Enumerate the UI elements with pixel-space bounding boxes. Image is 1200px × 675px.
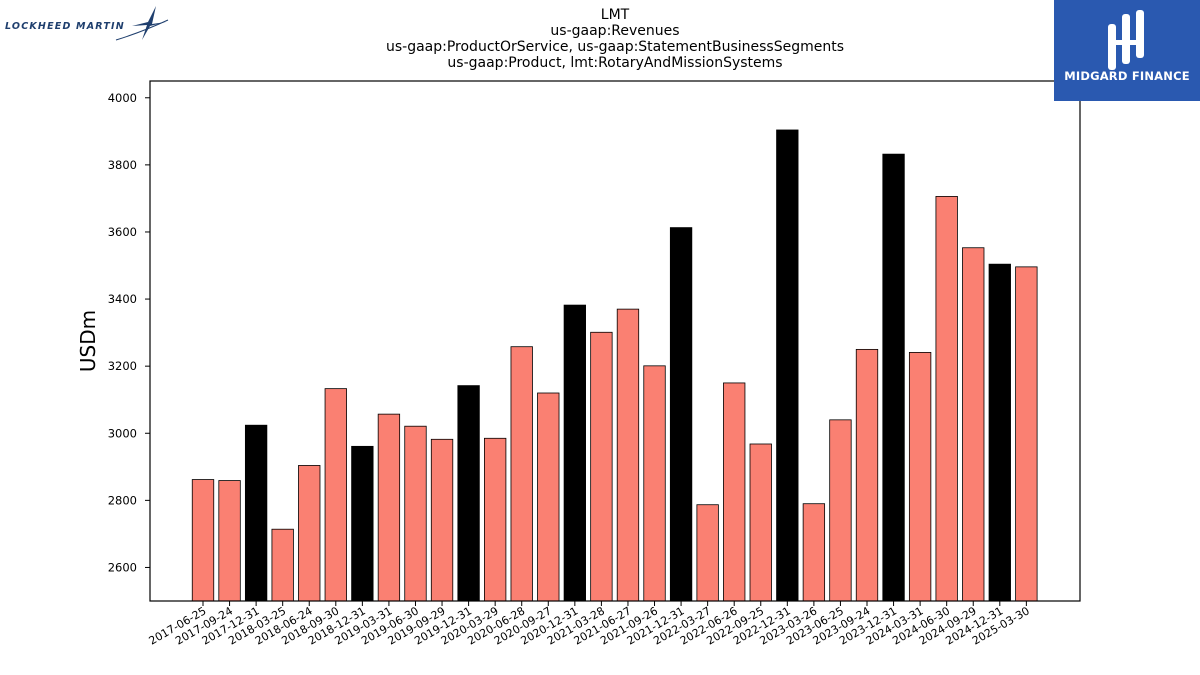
- bar-2023-06-25: [829, 419, 852, 602]
- bar-2020-09-27: [537, 392, 560, 602]
- x-axis: 2017-06-252017-09-242017-12-312018-03-25…: [147, 601, 1032, 648]
- bar-2018-09-30: [324, 388, 347, 602]
- bar-2024-09-29: [962, 247, 985, 602]
- bars-layer: [191, 129, 1038, 602]
- bar-2023-09-24: [855, 348, 879, 602]
- bar-2019-03-31: [377, 413, 401, 602]
- plot-frame: [149, 80, 1081, 602]
- bar-2018-06-24: [298, 465, 321, 602]
- bar-2017-06-25: [191, 479, 215, 602]
- bar-2017-09-24: [218, 480, 241, 602]
- chart-subtitle-axis: us-gaap:ProductOrService, us-gaap:Statem…: [385, 39, 844, 55]
- bar-2022-09-25: [749, 443, 772, 602]
- bar-2019-06-30: [404, 425, 427, 602]
- star-icon: [132, 6, 166, 40]
- y-axis: 2600 2800 3000 3200 3400 3600 3800 4000: [108, 91, 150, 574]
- bar-2018-12-31: [351, 445, 374, 602]
- chart-subtitle-concept: us-gaap:Revenues: [550, 23, 680, 39]
- bar-2021-03-28: [590, 331, 613, 602]
- y-tick-label: 3600: [108, 225, 137, 239]
- bar-2025-03-30: [1015, 266, 1038, 602]
- y-tick-label: 2800: [108, 493, 137, 507]
- bar-2021-09-26: [643, 365, 666, 602]
- bar-2019-12-31: [457, 385, 480, 602]
- y-tick-label: 2600: [108, 560, 137, 574]
- bar-2024-06-30: [935, 196, 958, 602]
- y-tick-label: 3200: [108, 359, 137, 373]
- y-axis-label: USDm: [76, 310, 100, 372]
- bar-2022-03-27: [696, 504, 719, 602]
- bar-2022-12-31: [776, 129, 799, 602]
- bar-2024-03-31: [908, 352, 932, 602]
- midgard-finance-logo-text: MIDGARD FINANCE: [1064, 69, 1190, 83]
- y-tick-label: 3000: [108, 426, 137, 440]
- y-tick-label: 3800: [108, 158, 137, 172]
- bar-2023-12-31: [882, 153, 905, 602]
- chart-subtitle-member: us-gaap:Product, lmt:RotaryAndMissionSys…: [447, 55, 783, 71]
- chart-title: LMT: [600, 7, 630, 23]
- bar-2020-03-29: [484, 437, 507, 602]
- lockheed-martin-logo: LOCKHEED MARTIN: [4, 4, 169, 44]
- bar-2020-06-28: [510, 346, 533, 602]
- bar-2021-12-31: [669, 227, 693, 602]
- swoosh-icon: [115, 19, 169, 41]
- lockheed-martin-logo-text: LOCKHEED MARTIN: [5, 21, 125, 32]
- bar-2024-12-31: [988, 263, 1011, 602]
- y-tick-label: 4000: [108, 91, 137, 105]
- bar-2018-03-25: [271, 528, 294, 602]
- bar-2019-09-29: [430, 438, 454, 602]
- midgard-finance-emblem-icon: [1108, 10, 1144, 70]
- midgard-finance-logo: MIDGARD FINANCE: [1054, 0, 1200, 101]
- bar-2023-03-26: [802, 503, 826, 602]
- y-tick-label: 3400: [108, 292, 137, 306]
- bar-2021-06-27: [616, 308, 640, 602]
- bar-2017-12-31: [244, 424, 268, 602]
- bar-2022-06-26: [723, 382, 746, 602]
- bar-2020-12-31: [563, 304, 586, 602]
